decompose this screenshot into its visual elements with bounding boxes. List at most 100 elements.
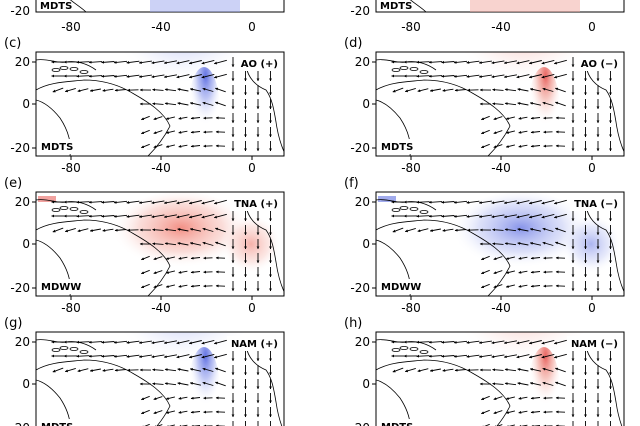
wind-arrow: [152, 368, 164, 372]
wind-arrow: [481, 115, 490, 121]
island: [51, 208, 61, 212]
wind-arrow: [505, 410, 516, 414]
wind-arrow: [114, 368, 127, 372]
wind-arrow: [466, 354, 480, 358]
xtick-top-right-0: -80: [401, 20, 421, 34]
wind-arrow: [201, 199, 215, 205]
wind-arrow: [493, 116, 503, 120]
wind-arrow: [101, 354, 115, 358]
island: [399, 346, 409, 350]
wind-arrow: [517, 368, 529, 372]
wind-arrow: [553, 73, 567, 79]
wind-arrow: [141, 269, 150, 275]
wind-arrow: [542, 87, 554, 92]
wind-arrow: [555, 367, 566, 373]
wind-arrow: [190, 144, 201, 148]
wind-arrow: [493, 270, 503, 274]
wind-arrow: [392, 367, 404, 373]
wind-arrow: [77, 88, 89, 93]
wind-arrow: [126, 214, 140, 218]
wind-arrow: [505, 424, 516, 426]
wind-arrow: [165, 396, 176, 400]
panel-label: (e): [4, 176, 22, 191]
mode-box-bg: [570, 196, 622, 211]
wind-arrow: [164, 242, 177, 246]
tag-box-bg: [38, 419, 76, 426]
mode-label: TNA (−): [574, 199, 618, 210]
wind-arrow: [481, 129, 490, 135]
wind-arrow: [530, 256, 541, 260]
wind-arrow: [504, 88, 517, 92]
island: [69, 67, 79, 71]
wind-arrow: [505, 130, 516, 134]
wind-arrow: [153, 270, 163, 274]
anomaly-core: [451, 192, 591, 272]
mode-box-bg: [230, 196, 282, 211]
tag-box: MDTS: [38, 139, 76, 154]
wind-arrow: [492, 242, 504, 246]
wind-arrow: [52, 227, 64, 233]
wind-arrow: [529, 367, 541, 372]
wind-arrow: [126, 200, 140, 204]
wind-arrow: [503, 74, 517, 79]
island: [59, 206, 69, 210]
wind-arrow: [417, 88, 429, 93]
wind-arrow: [138, 340, 152, 344]
coastline-africa: [245, 65, 284, 153]
tag-label: MDTS: [381, 142, 413, 153]
wind-arrow: [528, 340, 542, 345]
wind-arrow: [492, 228, 504, 232]
wind-arrow: [481, 423, 490, 426]
wind-arrow: [165, 424, 176, 426]
wind-arrow: [77, 228, 89, 233]
wind-arrow: [178, 270, 188, 274]
wind-arrow: [481, 395, 490, 401]
wind-arrow: [64, 227, 76, 233]
wind-arrow: [153, 284, 163, 288]
wind-arrow: [518, 116, 528, 120]
tag-box: MDWW: [38, 279, 81, 294]
wind-arrow: [404, 87, 416, 93]
top-partial-xticks: -80 -40 0 -80 -40 0: [61, 20, 596, 34]
wind-arrow: [126, 354, 140, 358]
wind-arrow: [428, 200, 443, 204]
wind-arrow: [89, 88, 101, 92]
wind-arrow: [202, 87, 214, 92]
tag-label: MDTS: [41, 422, 73, 426]
island: [409, 67, 419, 71]
wind-arrow: [493, 410, 503, 414]
panel-e: (e) TNA (+) MDWW 20 0 -20 -80 -40 0: [4, 176, 285, 315]
mode-label: AO (+): [241, 59, 278, 70]
wind-arrow: [113, 74, 128, 78]
wind-arrow: [478, 354, 492, 358]
island: [79, 210, 89, 214]
wind-arrow: [466, 74, 480, 78]
wind-arrow: [517, 228, 529, 232]
wind-arrow: [215, 101, 226, 107]
wind-arrow: [517, 242, 529, 246]
wind-arrow: [478, 340, 492, 344]
wind-arrow: [153, 256, 163, 260]
wind-arrow: [141, 255, 150, 261]
wind-arrow: [102, 88, 114, 92]
wind-arrow: [164, 88, 177, 92]
ytick-label: -20: [10, 421, 30, 426]
wind-arrow: [530, 116, 541, 120]
island: [59, 66, 69, 70]
wind-arrow: [178, 144, 188, 148]
wind-vectors: [391, 57, 612, 152]
island: [409, 347, 419, 351]
wind-arrow: [178, 424, 188, 426]
mode-box: TNA (−): [570, 196, 622, 211]
wind-arrow: [64, 87, 76, 93]
anomaly-tail: [528, 347, 560, 426]
wind-arrow: [416, 214, 430, 218]
wind-arrow: [466, 60, 480, 64]
wind-arrow: [518, 410, 528, 414]
tag-box: MDTS: [378, 419, 416, 426]
wind-arrow: [454, 368, 467, 372]
wind-arrow: [201, 213, 215, 219]
wind-arrow: [163, 74, 177, 79]
wind-arrow: [188, 60, 202, 65]
wind-arrow: [88, 214, 103, 218]
